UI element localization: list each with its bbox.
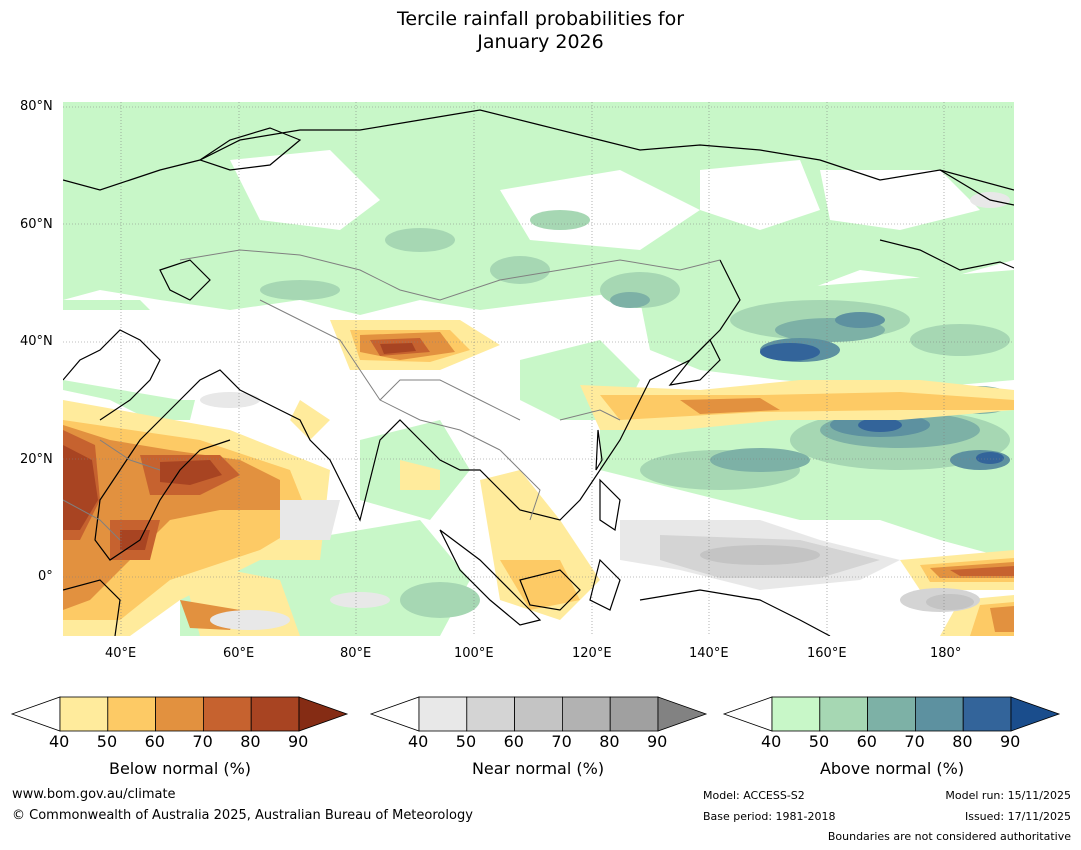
lat-label-0: 0°	[38, 569, 53, 584]
colorbar-above-extend-low	[722, 696, 773, 732]
colorbar-below-tick-50: 50	[96, 732, 118, 751]
colorbar-near-tick-60: 60	[503, 732, 524, 751]
colorbar-above-tick-90: 90	[1000, 732, 1021, 751]
colorbar-near-segment-2	[466, 696, 515, 732]
colorbar-below-tick-60: 60	[144, 732, 165, 751]
lon-label-40e: 40°E	[105, 646, 137, 661]
colorbar-near-segment-1	[418, 696, 468, 732]
lon-label-180: 180°	[930, 646, 962, 661]
title-line-1: Tercile rainfall probabilities for	[396, 8, 685, 30]
colorbar-below-extend-high	[298, 696, 349, 732]
lon-label-60e: 60°E	[223, 646, 255, 661]
footer-model: Model: ACCESS-S2	[703, 789, 805, 802]
colorbar-above-tick-50: 50	[808, 732, 830, 751]
lon-label-100e: 100°E	[454, 646, 494, 661]
map-title: Tercile rainfall probabilities for Janua…	[0, 8, 1081, 54]
lat-label-40n: 40°N	[20, 334, 53, 349]
footer-disclaimer: Boundaries are not considered authoritat…	[827, 830, 1071, 843]
colorbars	[10, 696, 1061, 732]
coastlines	[63, 109, 1014, 636]
colorbar-below-tick-80: 80	[240, 732, 261, 751]
colorbar-below-tick-90: 90	[288, 732, 309, 751]
colorbar-above-segment-3	[867, 696, 916, 732]
colorbar-below-tick-70: 70	[192, 732, 213, 751]
colorbar-below-extend-low	[10, 696, 61, 732]
lat-label-60n: 60°N	[20, 217, 53, 232]
colorbar-below-segment-3	[155, 696, 204, 732]
colorbar-above-tick-70: 70	[904, 732, 925, 751]
colorbar-near-tick-90: 90	[647, 732, 668, 751]
lat-label-20n: 20°N	[20, 452, 53, 467]
colorbar-near-segment-5	[609, 696, 659, 732]
near-normal-60-band	[700, 545, 974, 610]
legend-below-label: Below normal (%)	[108, 759, 252, 778]
colorbar-near-segment-3	[514, 696, 563, 732]
colorbar-above-tick-80: 80	[952, 732, 973, 751]
colorbar-above-segment-1	[771, 696, 821, 732]
colorbar-below-tick-40: 40	[49, 732, 70, 751]
colorbar-near-tick-40: 40	[408, 732, 429, 751]
footer-base-period: Base period: 1981-2018	[703, 810, 836, 823]
colorbar-above-segment-4	[915, 696, 964, 732]
colorbar-above-tick-60: 60	[856, 732, 877, 751]
colorbar-near-tick-80: 80	[599, 732, 620, 751]
colorbar-below-segment-2	[107, 696, 157, 732]
lon-label-120e: 120°E	[572, 646, 612, 661]
colorbar-near-extend-high	[657, 696, 708, 732]
neutral-patch-3	[700, 160, 820, 230]
neutral-patch-2	[500, 170, 700, 250]
above-normal-80-band	[760, 343, 1004, 464]
colorbar-near-tick-70: 70	[551, 732, 572, 751]
probability-field	[63, 102, 1014, 636]
colorbar-above-tick-40: 40	[761, 732, 782, 751]
colorbar-near-segment-4	[562, 696, 611, 732]
legend-near-label: Near normal (%)	[471, 759, 605, 778]
colorbar-near-extend-low	[369, 696, 420, 732]
colorbar-near-tick-50: 50	[455, 732, 477, 751]
lon-label-160e: 160°E	[807, 646, 847, 661]
colorbar-above-segment-5	[962, 696, 1012, 732]
colorbar-above-segment-2	[819, 696, 868, 732]
colorbar-below-segment-5	[250, 696, 300, 732]
colorbar-below-segment-4	[202, 696, 252, 732]
footer-model-run: Model run: 15/11/2025	[945, 789, 1071, 802]
legend-above-label: Above normal (%)	[819, 759, 965, 778]
lon-label-80e: 80°E	[340, 646, 372, 661]
footer-website: www.bom.gov.au/climate	[12, 787, 176, 802]
neutral-patch-5	[820, 170, 980, 230]
lat-label-80n: 80°N	[20, 99, 53, 114]
graticule	[63, 102, 1014, 636]
footer-issued: Issued: 17/11/2025	[964, 810, 1071, 823]
title-line-2: January 2026	[477, 31, 604, 53]
footer-copyright: © Commonwealth of Australia 2025, Austra…	[12, 808, 473, 823]
colorbar-below-segment-1	[59, 696, 109, 732]
neutral-patch-1	[230, 150, 380, 230]
colorbar-above-extend-high	[1010, 696, 1061, 732]
country-boundaries	[63, 249, 721, 541]
lon-label-140e: 140°E	[689, 646, 729, 661]
